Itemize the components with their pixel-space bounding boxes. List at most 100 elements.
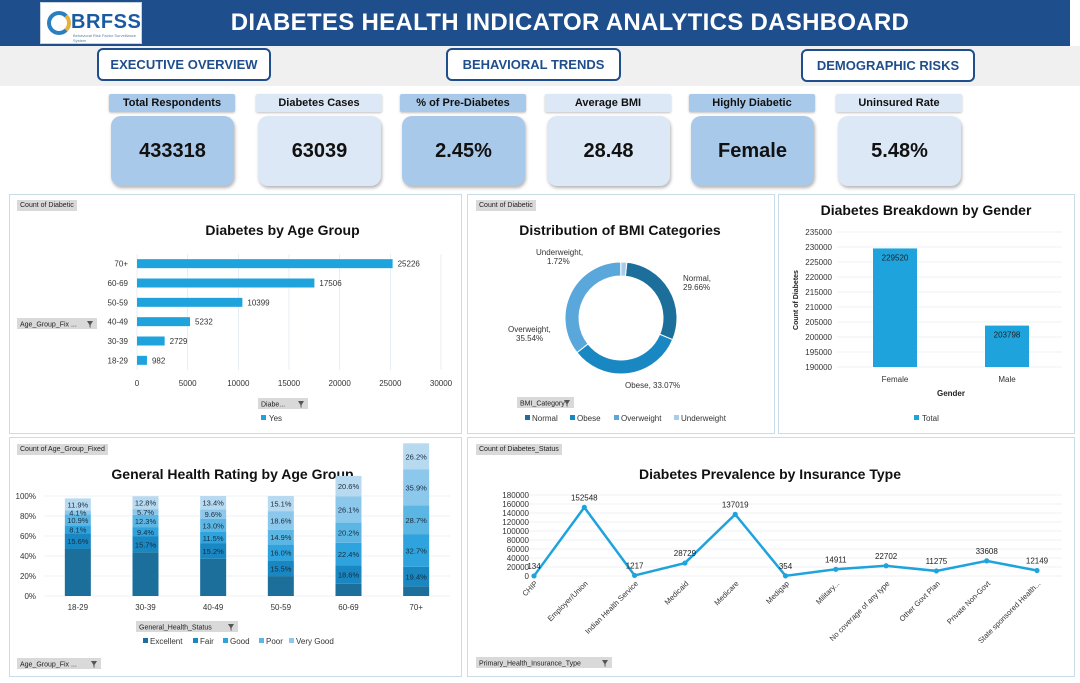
data-point (984, 558, 990, 564)
y-tick-label: 60-69 (108, 279, 129, 288)
x-tick-label: 30-39 (135, 603, 156, 612)
stack-segment (335, 565, 362, 584)
stack-segment (64, 533, 91, 549)
age-filter-label: Age_Group_Fix ... (20, 322, 77, 329)
donut-slice (620, 261, 628, 277)
y-tick-label: 220000 (805, 273, 832, 282)
x-tick-label: 18-29 (68, 603, 89, 612)
data-point (732, 511, 738, 517)
kpi-label: Uninsured Rate (836, 94, 962, 112)
kpi-value: 2.45% (402, 116, 525, 186)
age-filter-button (17, 318, 97, 329)
stack-segment (267, 544, 294, 561)
pivot-tag-insurance[interactable]: Count of Diabetes_Status (476, 444, 562, 455)
data-point (581, 504, 587, 510)
stack-segment (132, 509, 159, 515)
y-tick-label: 230000 (805, 243, 832, 252)
x-tick-label: 0 (135, 379, 140, 388)
data-label: 26.2% (406, 452, 428, 461)
legend-label: Yes (269, 414, 282, 423)
logo-ring-icon (47, 11, 71, 35)
x-tick-label: CHIP (520, 579, 539, 598)
kpi-label: Highly Diabetic (689, 94, 815, 112)
data-label: 11.5% (203, 534, 224, 543)
stack-segment (200, 558, 227, 596)
stack-segment (200, 509, 227, 519)
data-label: 137019 (722, 500, 749, 509)
stack-segment (64, 510, 91, 515)
x-tick-label: 5000 (179, 379, 197, 388)
x-tick-label: 10000 (227, 379, 250, 388)
stack-segment (335, 475, 362, 497)
data-label: 35.54% (516, 334, 543, 343)
filter-icon (298, 401, 304, 408)
kpi-label: % of Pre-Diabetes (400, 94, 526, 112)
y-tick-label: 0% (24, 592, 36, 601)
data-label: 11275 (926, 557, 948, 566)
data-label: 5232 (195, 318, 213, 327)
data-label: 13.4% (203, 499, 225, 508)
data-label: 19.4% (406, 573, 428, 582)
data-label: 22702 (875, 552, 898, 561)
insurance-chart-title: Diabetes Prevalence by Insurance Type (639, 466, 901, 482)
pivot-tag-age[interactable]: Count of Diabetic (17, 200, 77, 211)
donut-slice (576, 333, 674, 375)
data-point (682, 560, 688, 566)
stack-segment (200, 532, 227, 544)
stack-segment (335, 496, 362, 523)
data-label: 35.9% (406, 483, 428, 492)
x-tick-label: 70+ (409, 603, 423, 612)
data-label: Underweight, (536, 248, 583, 257)
data-label: 12.8% (135, 499, 157, 508)
filter-icon (91, 661, 97, 668)
nav-executive-overview-button[interactable]: EXECUTIVE OVERVIEW (97, 48, 271, 81)
x-tick-label: Female (882, 375, 909, 384)
pivot-tag-bmi[interactable]: Count of Diabetic (476, 200, 536, 211)
brfss-logo: BRFSS Behavioral Risk Factor Surveillanc… (40, 2, 142, 44)
y-tick-label: 180000 (502, 491, 529, 500)
data-point (1034, 567, 1040, 574)
data-label: 5.7% (137, 508, 154, 517)
data-label: 1217 (626, 561, 644, 570)
data-label: 8.1% (69, 525, 86, 534)
data-label: 152548 (571, 493, 598, 502)
x-tick-label: Military... (814, 579, 841, 606)
data-label: 1.72% (547, 257, 570, 266)
data-label: 18.6% (270, 516, 292, 525)
stack-segment (335, 542, 362, 566)
page-title: DIABETES HEALTH INDICATOR ANALYTICS DASH… (230, 9, 910, 36)
y-tick-label: 195000 (805, 348, 832, 357)
data-label: 13.0% (203, 522, 225, 531)
nav-behavioral-trends-button[interactable]: BEHAVIORAL TRENDS (446, 48, 621, 81)
y-tick-label: 18-29 (108, 356, 129, 365)
data-label: 10399 (247, 298, 270, 307)
nav-demographic-risks-button[interactable]: DEMOGRAPHIC RISKS (801, 49, 975, 82)
data-label: 12.3% (135, 517, 157, 526)
y-tick-label: 40-49 (108, 318, 129, 327)
y-tick-label: 50-59 (108, 298, 129, 307)
y-tick-label: 190000 (805, 363, 832, 372)
stack-segment (200, 496, 227, 510)
legend-label: Obese (577, 414, 601, 423)
data-label: Normal, (683, 274, 711, 283)
data-label: 354 (779, 562, 793, 571)
y-tick-label: 160000 (502, 500, 529, 509)
data-point (833, 566, 839, 572)
legend-swatch (525, 415, 530, 420)
bar (985, 325, 1029, 367)
health-filter-label: General_Health_Status (139, 625, 212, 632)
y-tick-label: 210000 (805, 303, 832, 312)
legend-swatch (261, 415, 266, 420)
y-tick-label: 215000 (805, 288, 832, 297)
data-label: 229520 (882, 253, 909, 262)
kpi-label: Diabetes Cases (256, 94, 382, 112)
logo-text: BRFSS (71, 11, 142, 33)
pivot-tag-health[interactable]: Count of Age_Group_Fixed (17, 444, 108, 455)
x-tick-label: Medicaid (663, 579, 691, 607)
data-point (531, 573, 537, 579)
y-tick-label: 40000 (507, 554, 530, 563)
legend-label: Very Good (296, 637, 334, 646)
data-label: 203798 (994, 331, 1021, 340)
kpi-label: Average BMI (545, 94, 671, 112)
bar (137, 355, 147, 365)
